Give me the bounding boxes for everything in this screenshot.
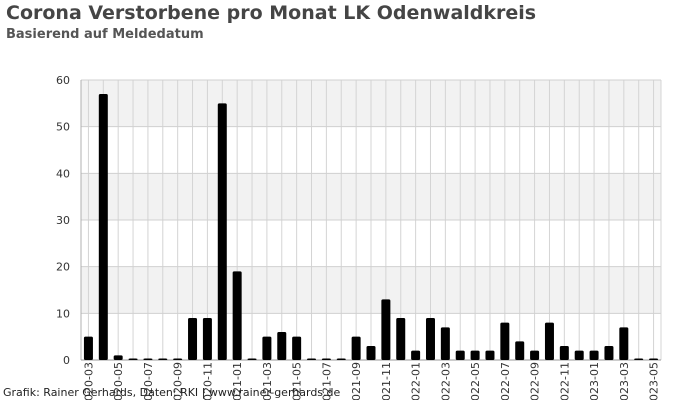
x-tick-label: 2022-03 — [439, 362, 452, 400]
x-tick-labels: 2020-03 2020-05 2020-07 2020-09 2020-11 2021-… — [82, 362, 660, 400]
x-tick-label: 2020-09 — [172, 362, 185, 400]
bar-2021-04 — [277, 332, 287, 360]
x-tick-label: 2020-03 — [82, 362, 95, 400]
bar-2020-12 — [217, 103, 227, 360]
bar-2021-03 — [262, 336, 272, 360]
bar-2022-11 — [559, 346, 569, 360]
x-tick-label: 2020-07 — [142, 362, 155, 400]
bar-2023-01 — [589, 350, 599, 360]
bar-2020-08 — [158, 358, 168, 360]
x-tick-label: 2023-01 — [588, 362, 601, 400]
bar-2022-01 — [411, 350, 421, 360]
bar-2020-05 — [113, 355, 123, 360]
bar-2023-05 — [649, 358, 659, 360]
bar-2021-07 — [321, 358, 331, 360]
bar-2020-07 — [143, 358, 153, 360]
bar-2021-01 — [232, 271, 242, 360]
bar-2020-10 — [188, 318, 198, 360]
bar-2022-09 — [530, 350, 540, 360]
x-tick-label: 2021-11 — [380, 362, 393, 400]
y-tick-label: 40 — [56, 167, 70, 180]
footer-credit: Grafik: Rainer Gerhards, Daten: RKI | ww… — [3, 386, 341, 399]
bar-2022-04 — [455, 350, 465, 360]
bar-2023-03 — [619, 327, 629, 360]
bar-2021-09 — [351, 336, 361, 360]
y-tick-label: 10 — [56, 307, 70, 320]
bar-2022-07 — [500, 322, 510, 360]
y-tick-label: 0 — [63, 354, 70, 367]
bar-2020-06 — [128, 358, 138, 360]
chart-title: Corona Verstorbene pro Monat LK Odenwald… — [6, 2, 537, 24]
bar-2020-04 — [98, 94, 108, 360]
y-tick-label: 30 — [56, 214, 70, 227]
y-tick-labels: 0 10 20 30 40 50 60 — [56, 74, 70, 367]
bar-2022-05 — [470, 350, 480, 360]
y-tick-label: 20 — [56, 261, 70, 274]
x-tick-label: 2021-03 — [261, 362, 274, 400]
x-tick-label: 2020-05 — [112, 362, 125, 400]
x-tick-label: 2022-09 — [529, 362, 542, 400]
chart-subtitle: Basierend auf Meldedatum — [6, 27, 204, 42]
bar-2021-02 — [247, 358, 257, 360]
bar-2022-02 — [425, 318, 435, 360]
bar-2020-11 — [202, 318, 212, 360]
bar-2022-06 — [485, 350, 495, 360]
bar-2021-06 — [307, 358, 317, 360]
bars — [83, 94, 659, 360]
x-tick-label: 2021-05 — [291, 362, 304, 400]
x-tick-label: 2022-01 — [410, 362, 423, 400]
bar-2021-12 — [396, 318, 406, 360]
bar-2023-04 — [634, 358, 644, 360]
x-tick-label: 2023-03 — [618, 362, 631, 400]
x-tick-label: 2022-11 — [558, 362, 571, 400]
bar-2020-03 — [83, 336, 93, 360]
x-tick-label: 2021-01 — [231, 362, 244, 400]
bar-2023-02 — [604, 346, 614, 360]
bar-2020-09 — [173, 358, 183, 360]
x-tick-label: 2020-11 — [201, 362, 214, 400]
bar-2022-10 — [544, 322, 554, 360]
bar-2022-12 — [574, 350, 584, 360]
x-tick-label: 2022-05 — [469, 362, 482, 400]
bar-2021-08 — [336, 358, 346, 360]
bar-2021-11 — [381, 299, 391, 360]
bar-2022-08 — [515, 341, 525, 360]
x-tick-label: 2021-07 — [320, 362, 333, 400]
x-tick-label: 2023-05 — [648, 362, 661, 400]
bar-2021-10 — [366, 346, 376, 360]
y-tick-label: 60 — [56, 74, 70, 87]
x-tick-label: 2022-07 — [499, 362, 512, 400]
bar-2022-03 — [440, 327, 450, 360]
bar-2021-05 — [292, 336, 302, 360]
y-tick-label: 50 — [56, 121, 70, 134]
x-tick-label: 2021-09 — [350, 362, 363, 400]
